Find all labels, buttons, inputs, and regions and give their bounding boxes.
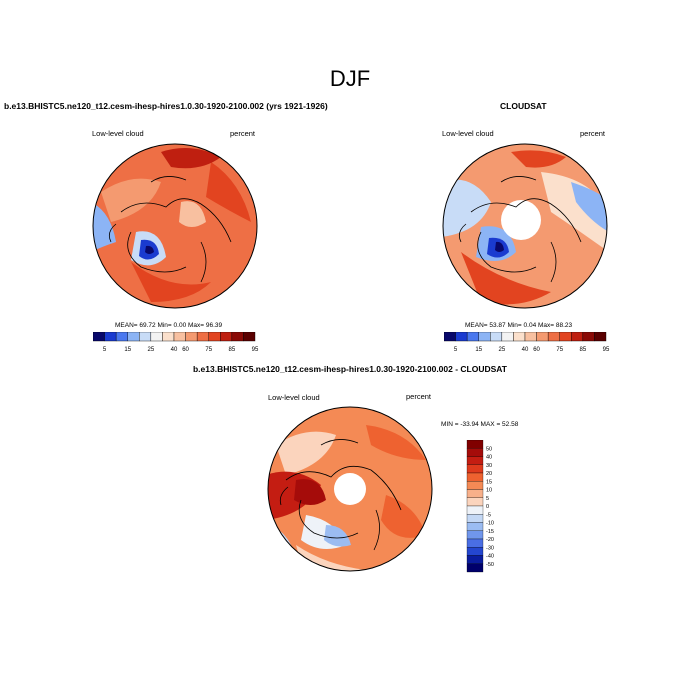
diff-colorbar-tick-label: 10 — [486, 488, 492, 494]
colorbar-tick-label: 75 — [556, 347, 563, 353]
diff-colorbar-swatch — [466, 448, 484, 457]
diff-colorbar-tick-label: -10 — [486, 521, 494, 527]
colorbar-swatch — [513, 332, 526, 342]
colorbar-tick-label: 95 — [252, 347, 259, 353]
colorbar-swatch — [582, 332, 595, 342]
model-case-title: b.e13.BHISTC5.ne120_t12.cesm-ihesp-hires… — [4, 101, 328, 111]
colorbar-swatch — [524, 332, 537, 342]
diff-colorbar-swatch — [466, 456, 484, 465]
colorbar-swatch — [196, 332, 209, 342]
colorbar-swatch — [185, 332, 198, 342]
diff-colorbar-tick-label: 30 — [486, 463, 492, 469]
colorbar-swatch — [115, 332, 128, 342]
colorbar-tick-label: 75 — [205, 347, 212, 353]
model-units-label: percent — [230, 129, 256, 138]
diff-colorbar-tick-label: -5 — [486, 512, 491, 518]
colorbar-swatch — [594, 332, 607, 342]
colorbar-swatch — [501, 332, 514, 342]
model-polar-map — [92, 143, 258, 309]
diff-colorbar-tick-label: 40 — [486, 455, 492, 461]
diff-colorbar-swatch — [466, 547, 484, 556]
obs-polar-map — [442, 143, 608, 309]
colorbar-tick-label: 25 — [499, 347, 506, 353]
colorbar-tick-label: 60 — [182, 347, 189, 353]
season-title: DJF — [329, 66, 371, 91]
diff-colorbar-swatch — [466, 489, 484, 498]
diff-colorbar-swatch — [466, 514, 484, 523]
model-colorbar: 5 15 25 40 60 75 85 95 — [93, 332, 259, 353]
colorbar-tick-label: 40 — [522, 347, 529, 353]
colorbar-swatch — [139, 332, 152, 342]
diff-colorbar-swatch — [466, 522, 484, 531]
colorbar-tick-label: 40 — [171, 347, 178, 353]
colorbar-tick-label: 25 — [148, 347, 155, 353]
colorbar-swatch — [490, 332, 503, 342]
colorbar-swatch — [536, 332, 549, 342]
model-stats-text: MEAN= 69.72 Min= 0.00 Max= 96.39 — [115, 322, 223, 329]
difference-polar-map — [267, 406, 433, 572]
colorbar-swatch — [93, 332, 105, 342]
diff-colorbar-swatch — [466, 497, 484, 507]
diff-colorbar-tick-label: -20 — [486, 537, 494, 543]
diff-units-label: percent — [406, 392, 432, 401]
diff-colorbar-swatch — [466, 505, 484, 515]
diff-colorbar-swatch — [466, 464, 484, 474]
colorbar-swatch — [231, 332, 244, 342]
obs-variable-label: Low-level cloud — [442, 129, 494, 138]
colorbar-swatch — [162, 332, 175, 342]
colorbar-swatch — [127, 332, 140, 342]
diff-colorbar-tick-label: -50 — [486, 562, 494, 568]
obs-stats-text: MEAN= 53.87 Min= 0.04 Max= 88.23 — [465, 322, 573, 329]
diff-variable-label: Low-level cloud — [268, 393, 320, 402]
diff-colorbar-tick-label: -30 — [486, 545, 494, 551]
colorbar-tick-label: 5 — [103, 347, 107, 353]
diff-colorbar-tick-label: 5 — [486, 496, 489, 502]
colorbar-tick-label: 85 — [229, 347, 236, 353]
diff-colorbar-swatch — [466, 563, 484, 573]
diff-minmax-text: MIN = -33.94 MAX = 52.58 — [441, 421, 519, 428]
diff-colorbar-swatch — [466, 555, 484, 564]
colorbar-tick-label: 60 — [533, 347, 540, 353]
colorbar-swatch — [571, 332, 584, 342]
diff-colorbar-tick-label: 0 — [486, 504, 489, 510]
colorbar-swatch — [559, 332, 572, 342]
colorbar-swatch — [455, 332, 468, 342]
obs-dataset-title: CLOUDSAT — [500, 101, 547, 111]
diff-colorbar-swatch — [466, 472, 484, 482]
diff-colorbar-tick-label: -15 — [486, 529, 494, 535]
colorbar-swatch — [478, 332, 491, 342]
diff-colorbar-swatch — [466, 481, 484, 490]
colorbar-tick-label: 95 — [603, 347, 610, 353]
colorbar-swatch — [208, 332, 221, 342]
diff-colorbar-tick-label: 50 — [486, 446, 492, 452]
diff-colorbar-tick-label: 20 — [486, 471, 492, 477]
colorbar-swatch — [444, 332, 456, 342]
colorbar-swatch — [466, 332, 479, 342]
colorbar-swatch — [104, 332, 117, 342]
colorbar-tick-label: 85 — [580, 347, 587, 353]
obs-colorbar: 5 15 25 40 60 75 85 95 — [444, 332, 610, 353]
difference-title: b.e13.BHISTC5.ne120_t12.cesm-ihesp-hires… — [192, 364, 507, 374]
colorbar-tick-label: 15 — [475, 347, 482, 353]
colorbar-swatch — [547, 332, 560, 342]
colorbar-swatch — [150, 332, 163, 342]
colorbar-tick-label: 15 — [124, 347, 131, 353]
diff-colorbar-tick-label: 15 — [486, 479, 492, 485]
diff-colorbar-swatch — [466, 538, 484, 548]
colorbar-tick-label: 5 — [454, 347, 458, 353]
colorbar-swatch — [173, 332, 186, 342]
diff-colorbar-swatch — [466, 530, 484, 540]
model-variable-label: Low-level cloud — [92, 129, 144, 138]
colorbar-swatch — [243, 332, 256, 342]
diff-colorbar-tick-label: -40 — [486, 554, 494, 560]
diff-colorbar-swatch — [466, 440, 484, 449]
colorbar-swatch — [220, 332, 233, 342]
obs-units-label: percent — [580, 129, 606, 138]
